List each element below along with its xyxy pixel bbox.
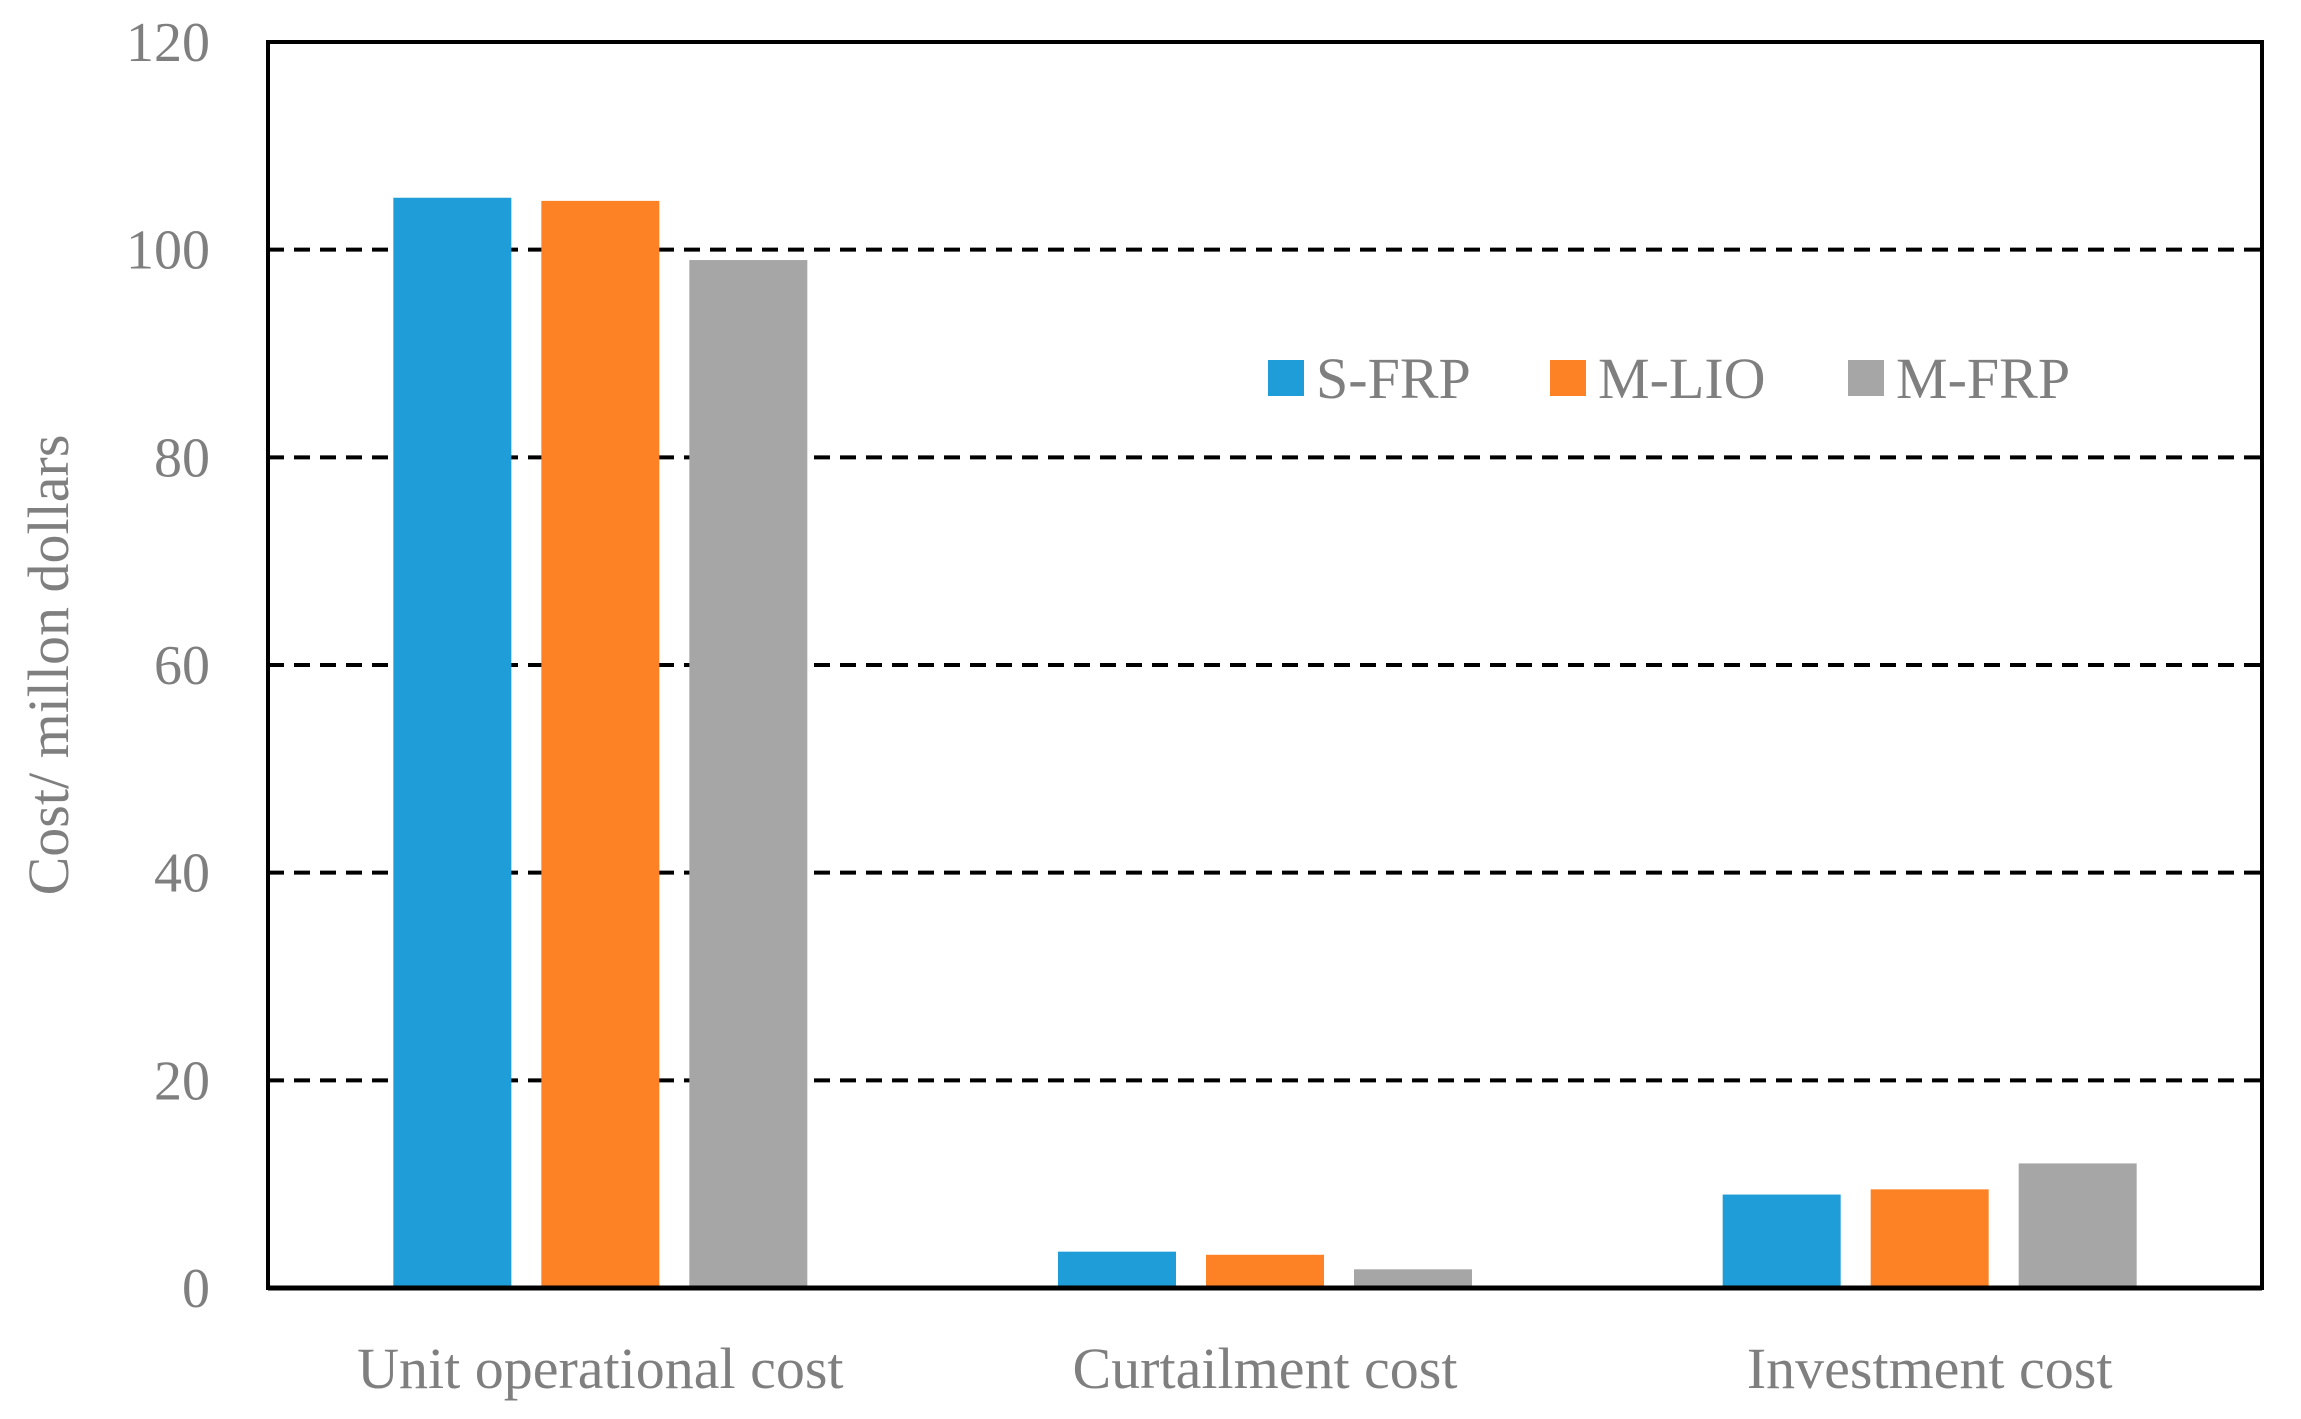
y-tick-label: 120 bbox=[126, 12, 210, 74]
y-tick-label: 100 bbox=[126, 220, 210, 282]
y-axis-ticks: 0 20 40 60 80 100 120 bbox=[126, 12, 210, 1320]
y-tick-label: 0 bbox=[182, 1258, 210, 1320]
bars bbox=[393, 197, 2137, 1289]
x-axis-categories: Unit operational cost Curtailment cost Inv… bbox=[357, 1336, 2112, 1401]
bar-s-frp-0 bbox=[393, 197, 512, 1288]
x-category-label: Curtailment cost bbox=[1073, 1336, 1458, 1401]
legend-label-s-frp: S-FRP bbox=[1316, 346, 1471, 411]
legend-label-m-lio: M-LIO bbox=[1598, 346, 1766, 411]
y-tick-label: 80 bbox=[154, 427, 210, 489]
y-axis-title: Cost/ millon dollars bbox=[16, 435, 81, 896]
bar-m-lio-2 bbox=[1870, 1189, 1989, 1288]
bar-m-frp-1 bbox=[1354, 1269, 1472, 1288]
y-tick-label: 60 bbox=[154, 635, 210, 697]
legend-label-m-frp: M-FRP bbox=[1896, 346, 2070, 411]
bar-m-lio-1 bbox=[1206, 1254, 1324, 1288]
y-tick-label: 20 bbox=[154, 1050, 210, 1112]
legend: S-FRP M-LIO M-FRP bbox=[1268, 346, 2070, 411]
x-category-label: Unit operational cost bbox=[357, 1336, 843, 1401]
y-tick-label: 40 bbox=[154, 843, 210, 905]
bar-m-frp-0 bbox=[689, 260, 808, 1288]
gridlines bbox=[268, 247, 2262, 1083]
bar-s-frp-2 bbox=[1722, 1194, 1841, 1288]
bar-m-frp-2 bbox=[2018, 1163, 2137, 1288]
legend-swatch-m-lio bbox=[1550, 360, 1586, 396]
x-category-label: Investment cost bbox=[1747, 1336, 2113, 1401]
legend-swatch-s-frp bbox=[1268, 360, 1304, 396]
bar-m-lio-0 bbox=[541, 200, 660, 1289]
bar-s-frp-1 bbox=[1058, 1251, 1176, 1288]
legend-swatch-m-frp bbox=[1848, 360, 1884, 396]
